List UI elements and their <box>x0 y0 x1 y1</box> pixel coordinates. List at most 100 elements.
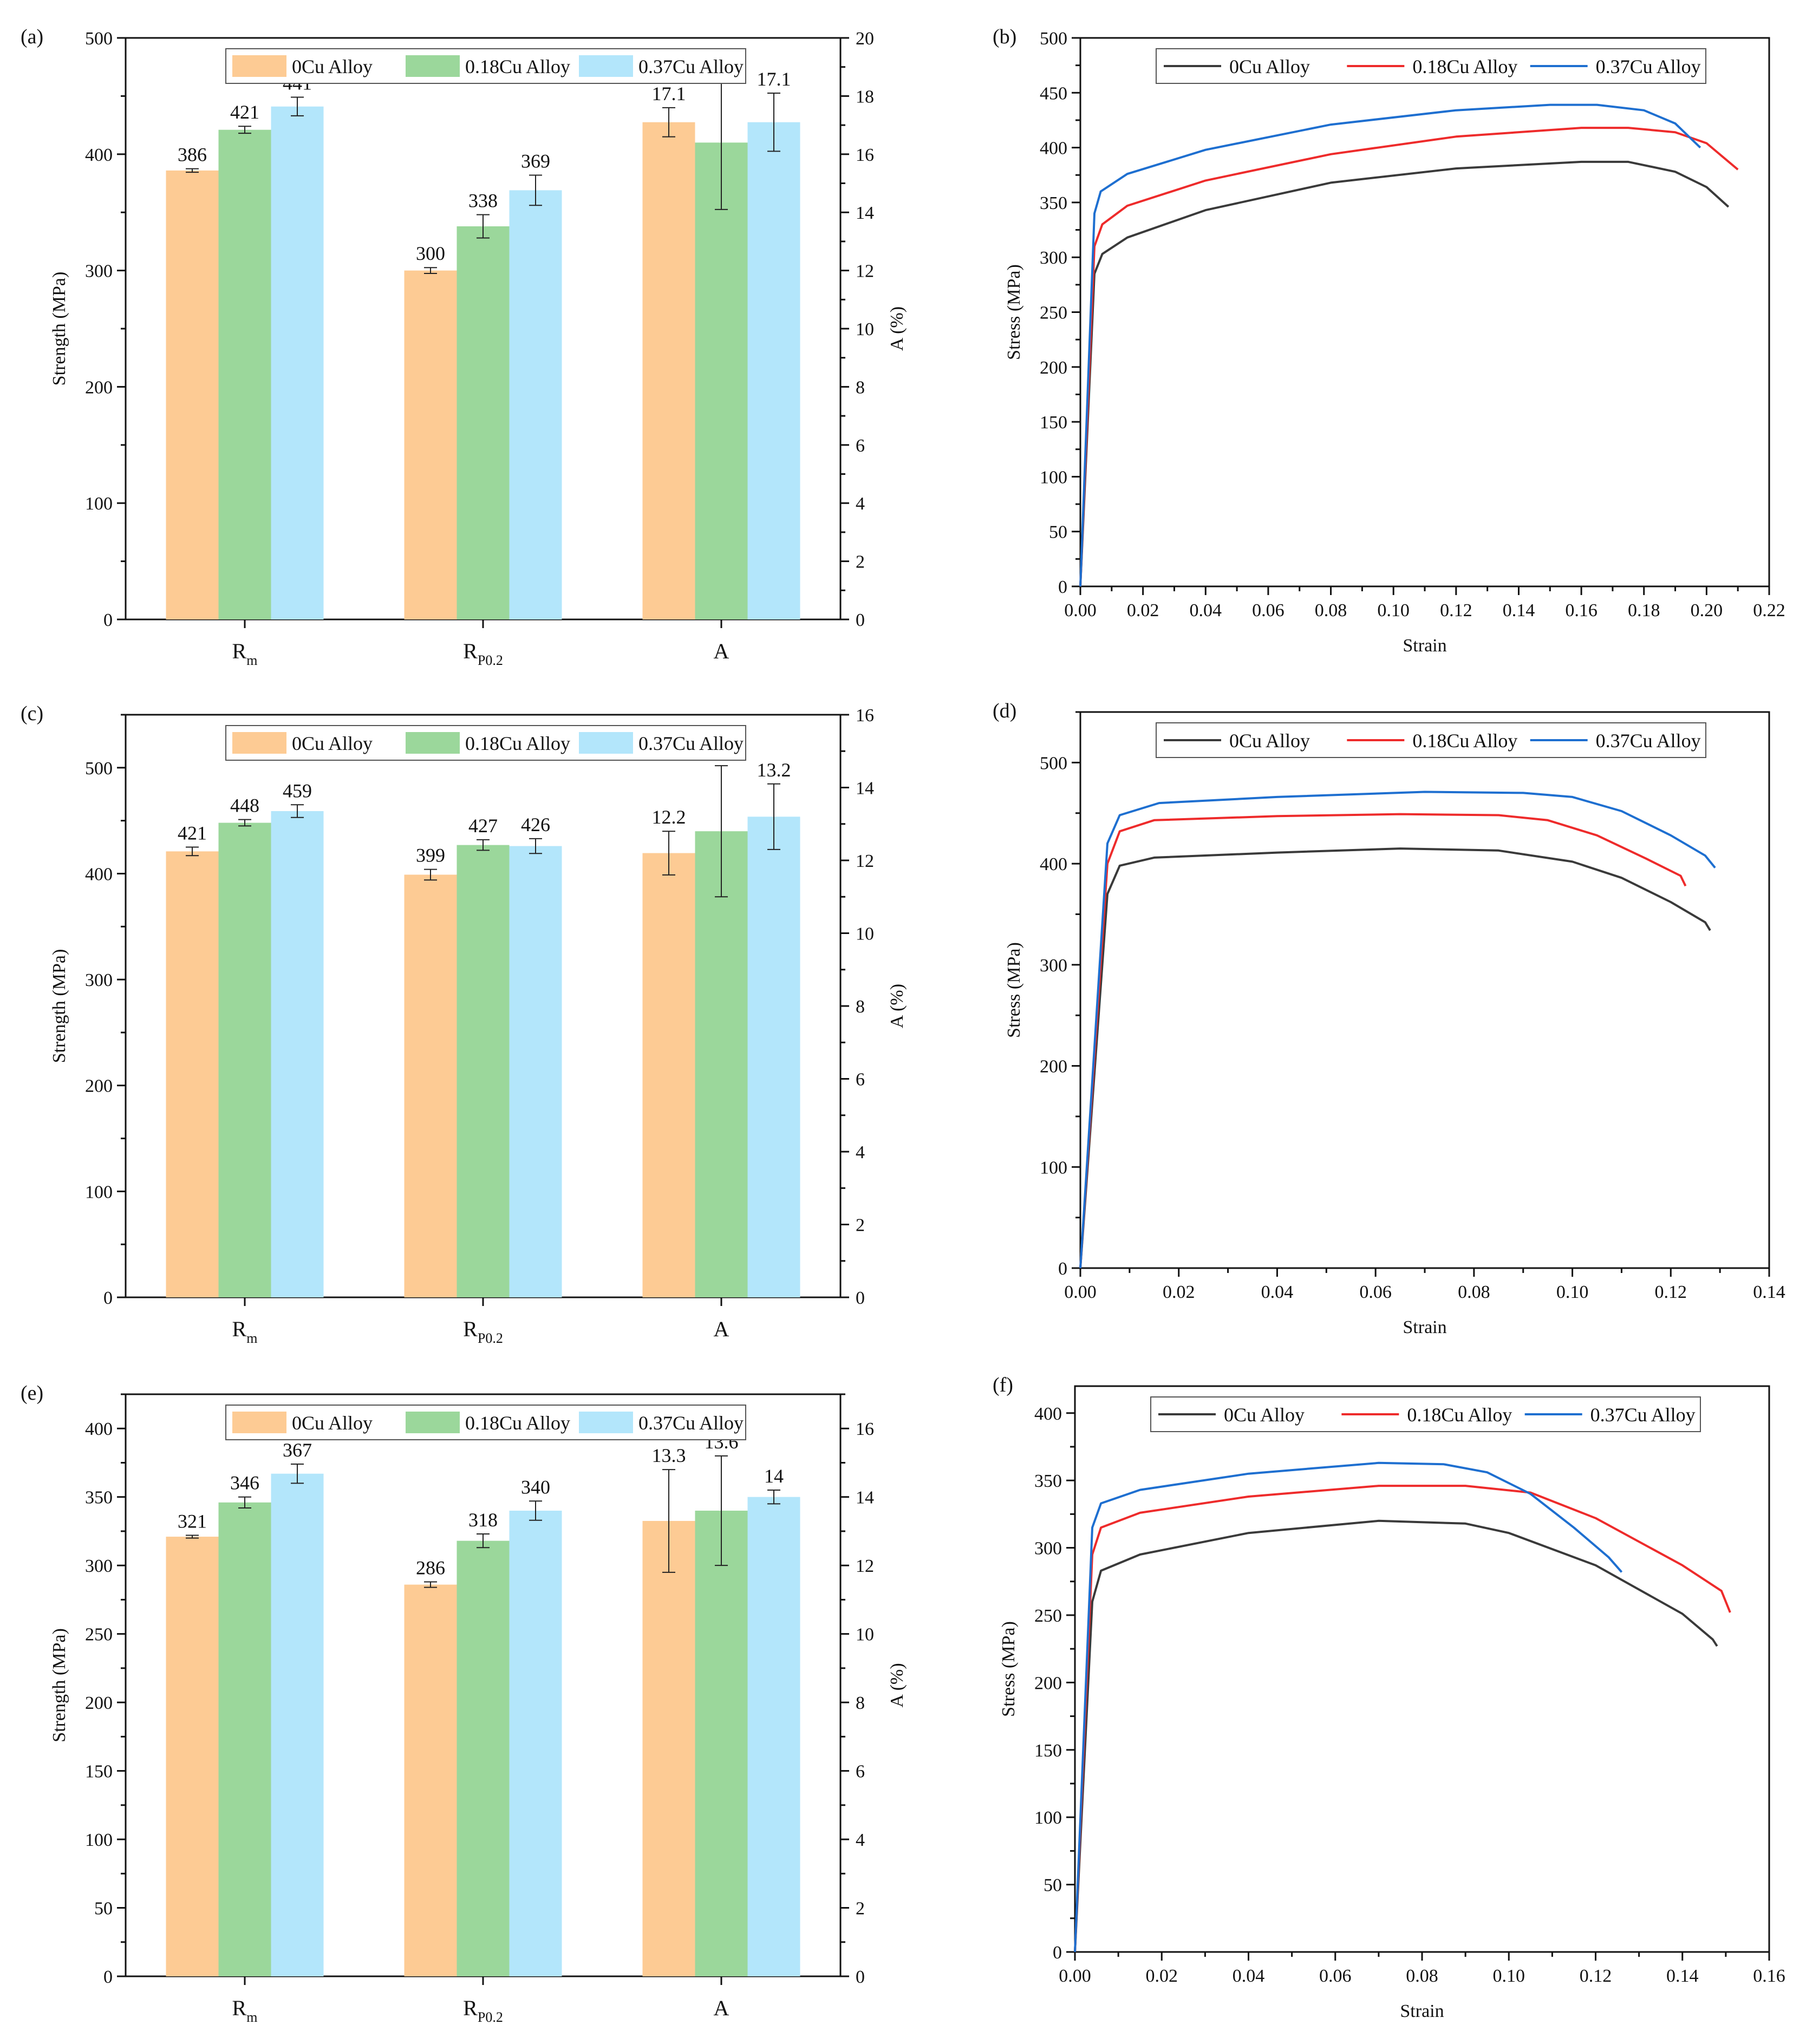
panel-c-bar-chart: (c) 0 100 200 300 400 500 0 2 4 6 8 10 12 14 16 Strength… <box>21 702 907 1346</box>
data-label-c-s0-c0: 421 <box>178 822 207 844</box>
data-label-c-s2-c1: 426 <box>521 814 550 835</box>
bar-c-s1-c2 <box>695 831 748 1297</box>
y-tick-label: 500 <box>1040 29 1067 49</box>
y-tick-label: 250 <box>85 1625 113 1645</box>
y-tick-label: 200 <box>85 1076 113 1096</box>
category-main: A <box>714 1317 729 1341</box>
category-label-0: Rm <box>232 1317 258 1346</box>
y2-axis-title: A (%) <box>887 306 907 351</box>
y-tick-label: 300 <box>85 1556 113 1576</box>
x-axis-title: Strain <box>1403 636 1446 656</box>
y2-tick-label: 16 <box>856 1419 874 1439</box>
x-tick-label: 0.06 <box>1359 1282 1392 1302</box>
series-line-f-0 <box>1074 1519 1718 1952</box>
x-tick-label: 0.04 <box>1190 600 1222 621</box>
series-line-d-2 <box>1079 791 1716 1269</box>
bar-a-s1-c2 <box>695 142 748 619</box>
data-label-a-s1-c1: 338 <box>468 190 498 211</box>
bar-e-s2-c0 <box>271 1473 324 1976</box>
y2-tick-label: 10 <box>856 924 874 944</box>
y2-tick-label: 14 <box>856 779 874 799</box>
data-label-c-s2-c0: 459 <box>283 780 312 801</box>
series-line-f-1 <box>1074 1485 1731 1952</box>
x-axis-title: Strain <box>1403 1317 1446 1337</box>
x-tick-label: 0.18 <box>1628 600 1660 621</box>
y2-tick-label: 14 <box>856 1488 874 1508</box>
y2-tick-label: 6 <box>856 1070 865 1090</box>
y-tick-label: 200 <box>1034 1673 1062 1693</box>
bar-a-s2-c0 <box>271 106 324 619</box>
x-tick-label: 0.10 <box>1556 1282 1589 1302</box>
legend-b: 0Cu Alloy 0.18Cu Alloy 0.37Cu Alloy <box>1156 48 1706 84</box>
y-tick-label: 100 <box>1040 1158 1067 1178</box>
y2-tick-label: 10 <box>856 319 874 339</box>
data-label-e-s1-c1: 318 <box>468 1509 498 1531</box>
y2-tick-label: 0 <box>856 1967 865 1987</box>
bar-a-s1-c1 <box>457 226 510 619</box>
data-label-a-s0-c0: 386 <box>178 144 207 166</box>
legend-label-0: 0Cu Alloy <box>292 733 373 754</box>
x-tick-label: 0.10 <box>1493 1966 1525 1986</box>
category-label-0: Rm <box>232 1996 258 2025</box>
legend-label-2: 0.37Cu Alloy <box>1596 730 1701 752</box>
y-tick-label: 150 <box>85 1762 113 1782</box>
legend-f: 0Cu Alloy 0.18Cu Alloy 0.37Cu Alloy <box>1150 1396 1701 1432</box>
y-axis-title: Strength (MPa) <box>49 272 69 386</box>
y2-tick-label: 6 <box>856 436 865 456</box>
y2-tick-label: 2 <box>856 1216 865 1236</box>
legend-label-1: 0.18Cu Alloy <box>465 1412 570 1434</box>
panel-f-line-chart: (f) 0 50 100 150 200 250 300 350 400 0.00 0.02 0.04 0… <box>993 1374 1785 2021</box>
legend-label-1: 0.18Cu Alloy <box>465 733 570 754</box>
y2-tick-label: 12 <box>856 1556 874 1576</box>
bar-c-s1-c0 <box>218 822 271 1297</box>
bar-e-s1-c1 <box>457 1540 510 1976</box>
category-label-1: RP0.2 <box>463 1996 503 2025</box>
x-tick-label: 0.08 <box>1315 600 1347 621</box>
y-tick-label: 400 <box>1034 1404 1062 1424</box>
y2-tick-label: 0 <box>856 610 865 630</box>
legend-label-0: 0Cu Alloy <box>1229 730 1310 752</box>
bar-a-s2-c1 <box>509 190 562 619</box>
y-tick-label: 0 <box>1058 577 1067 597</box>
legend-label-0: 0Cu Alloy <box>1224 1404 1305 1426</box>
y-tick-label: 0 <box>1058 1259 1067 1279</box>
bar-e-s2-c1 <box>509 1511 562 1976</box>
bar-e-s0-c2 <box>642 1520 695 1976</box>
y-axis-title: Strength (MPa) <box>49 949 69 1063</box>
data-label-a-s2-c2: 17.1 <box>757 68 791 90</box>
x-axis-title: Strain <box>1400 2001 1444 2021</box>
legend-swatch-2 <box>579 732 633 754</box>
y-tick-label: 200 <box>1040 358 1067 378</box>
y-tick-label: 300 <box>1040 956 1067 976</box>
bar-c-s0-c2 <box>642 853 695 1297</box>
y-tick-label: 400 <box>1040 854 1067 874</box>
y-tick-label: 50 <box>1044 1876 1062 1896</box>
data-label-a-s1-c0: 421 <box>230 101 259 123</box>
bar-a-s1-c0 <box>218 129 271 619</box>
y-tick-label: 250 <box>1040 303 1067 323</box>
category-main: R <box>232 639 247 663</box>
y2-tick-label: 16 <box>856 145 874 165</box>
panel-tag-e: (e) <box>21 1382 43 1405</box>
y-tick-label: 300 <box>1034 1539 1062 1559</box>
y-axis-title: Stress (MPa) <box>1004 942 1024 1038</box>
series-line-f-2 <box>1074 1461 1623 1952</box>
legend-swatch-0 <box>232 55 286 77</box>
y-tick-label: 50 <box>1049 523 1067 543</box>
y-axis-title: Stress (MPa) <box>1004 264 1024 360</box>
y-tick-label: 150 <box>1034 1741 1062 1761</box>
legend-swatch-1 <box>406 732 460 754</box>
legend-label-0: 0Cu Alloy <box>1229 56 1310 77</box>
y-tick-label: 0 <box>1053 1943 1062 1963</box>
legend-e: 0Cu Alloy 0.18Cu Alloy 0.37Cu Alloy <box>225 1405 746 1440</box>
panel-b-line-chart: (b) 0 50 100 150 200 250 300 350 400 450 500 0.00 0.0… <box>993 25 1785 656</box>
y-tick-label: 500 <box>1040 753 1067 773</box>
y2-tick-label: 18 <box>856 87 874 107</box>
data-label-c-s1-c0: 448 <box>230 795 259 817</box>
category-main: R <box>232 1996 247 2020</box>
y-tick-label: 100 <box>85 494 113 514</box>
bar-e-s2-c2 <box>747 1497 800 1976</box>
y-tick-label: 450 <box>1040 83 1067 103</box>
y-tick-label: 150 <box>1040 413 1067 433</box>
y-tick-label: 0 <box>103 610 113 630</box>
